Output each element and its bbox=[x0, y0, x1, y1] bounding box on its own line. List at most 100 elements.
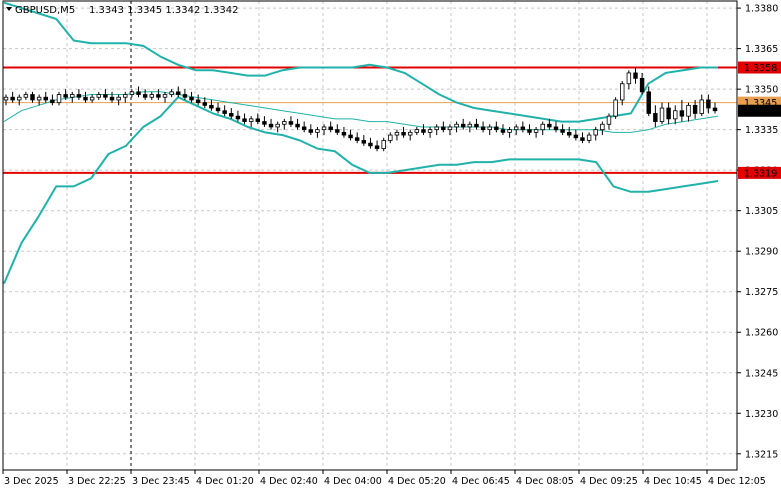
candle bbox=[149, 91, 154, 100]
candle-body-bullish bbox=[162, 94, 168, 98]
candle-body-bearish bbox=[573, 134, 579, 139]
candle-body-bullish bbox=[620, 83, 625, 101]
candle bbox=[321, 124, 327, 136]
candle bbox=[288, 116, 294, 127]
candle bbox=[573, 129, 579, 141]
candle-body-bearish bbox=[109, 96, 115, 101]
candle-body-bearish bbox=[268, 123, 274, 128]
candle-body-bearish bbox=[189, 96, 194, 101]
candle bbox=[460, 118, 466, 130]
x-tick-label: 4 Dec 10:45 bbox=[644, 476, 702, 487]
candle bbox=[507, 126, 512, 138]
candle bbox=[407, 129, 413, 141]
candle bbox=[315, 126, 320, 138]
x-tick-label: 3 Dec 23:45 bbox=[132, 476, 190, 487]
candle-body-bearish bbox=[679, 110, 685, 117]
candle-body-bearish bbox=[222, 110, 227, 114]
symbol-timeframe: GBPUSD,M5 bbox=[15, 5, 75, 16]
candle bbox=[633, 67, 638, 84]
candle bbox=[706, 94, 711, 114]
x-tick-label: 4 Dec 04:00 bbox=[324, 476, 382, 487]
candle bbox=[513, 124, 519, 136]
candle bbox=[480, 121, 486, 133]
candle bbox=[156, 89, 161, 100]
x-tick-label: 4 Dec 06:45 bbox=[452, 476, 510, 487]
candle bbox=[255, 113, 261, 125]
candle bbox=[547, 118, 552, 130]
chart-header: GBPUSD,M5 1.3343 1.3345 1.3342 1.3342 bbox=[6, 5, 239, 16]
candle bbox=[560, 124, 565, 136]
current-price-background bbox=[738, 104, 781, 117]
y-tick-label: 1.3365 bbox=[745, 44, 778, 55]
candle-body-bearish bbox=[553, 126, 559, 131]
candle-body-bearish bbox=[209, 104, 214, 109]
candle-body-bullish bbox=[3, 96, 9, 101]
candle bbox=[142, 89, 148, 100]
candle bbox=[195, 94, 201, 106]
candle-body-bearish bbox=[295, 123, 300, 128]
candle bbox=[282, 118, 287, 130]
candle bbox=[394, 129, 400, 141]
candle bbox=[328, 121, 333, 133]
candle-body-bearish bbox=[229, 113, 234, 117]
candle bbox=[36, 94, 42, 106]
candle bbox=[202, 97, 208, 109]
candle bbox=[189, 91, 194, 103]
candle bbox=[673, 105, 678, 125]
candle-body-bearish bbox=[361, 140, 367, 144]
candle-body-bullish bbox=[315, 129, 320, 133]
candle bbox=[401, 126, 406, 138]
candle-body-bearish bbox=[76, 94, 82, 98]
candle-body-bullish bbox=[70, 94, 75, 98]
candle bbox=[487, 124, 492, 136]
level-tag-label: 1.3358 bbox=[744, 63, 777, 74]
candle bbox=[593, 126, 598, 141]
candle-body-bearish bbox=[301, 126, 307, 131]
candle bbox=[103, 89, 108, 100]
candle-body-bullish bbox=[282, 121, 287, 125]
candle bbox=[467, 121, 473, 133]
candle-body-bearish bbox=[348, 134, 353, 139]
bollinger-lower-line bbox=[3, 96, 719, 284]
candle bbox=[242, 113, 247, 125]
candle bbox=[454, 121, 459, 133]
candle-body-bullish bbox=[626, 72, 632, 85]
candle-body-bullish bbox=[36, 96, 42, 101]
candle-body-bearish bbox=[182, 94, 188, 98]
candle-body-bullish bbox=[275, 123, 280, 128]
candle bbox=[639, 72, 645, 95]
candle bbox=[447, 124, 453, 136]
candle bbox=[434, 124, 439, 136]
candle bbox=[248, 116, 254, 127]
dropdown-triangle-icon[interactable] bbox=[6, 7, 12, 11]
candle bbox=[83, 91, 88, 103]
candle-body-bearish bbox=[527, 129, 532, 133]
candle bbox=[427, 126, 433, 138]
candle bbox=[89, 94, 95, 103]
candle bbox=[129, 89, 135, 98]
candle-body-bullish bbox=[454, 123, 459, 128]
candle-body-bearish bbox=[401, 131, 406, 136]
candle bbox=[56, 91, 62, 106]
candle-body-bearish bbox=[567, 131, 572, 136]
candle bbox=[30, 91, 35, 103]
x-tick-label: 4 Dec 09:25 bbox=[580, 476, 638, 487]
current-price-label: 1.3342 bbox=[744, 106, 777, 117]
candle-body-bullish bbox=[23, 94, 29, 98]
candle bbox=[209, 99, 214, 111]
candle bbox=[500, 124, 506, 136]
candle-body-bearish bbox=[50, 99, 55, 104]
candle-body-bearish bbox=[653, 113, 658, 122]
x-tick-label: 4 Dec 01:20 bbox=[196, 476, 254, 487]
candle-body-bearish bbox=[202, 102, 208, 106]
candle-body-bullish bbox=[606, 115, 612, 125]
candle-body-bearish bbox=[368, 142, 373, 147]
candle bbox=[474, 118, 479, 130]
candle bbox=[368, 137, 373, 149]
candle bbox=[275, 121, 280, 133]
candle bbox=[109, 91, 115, 103]
level-tag-label: 1.3345 bbox=[744, 98, 777, 109]
candle bbox=[441, 121, 446, 133]
candle bbox=[646, 86, 651, 117]
